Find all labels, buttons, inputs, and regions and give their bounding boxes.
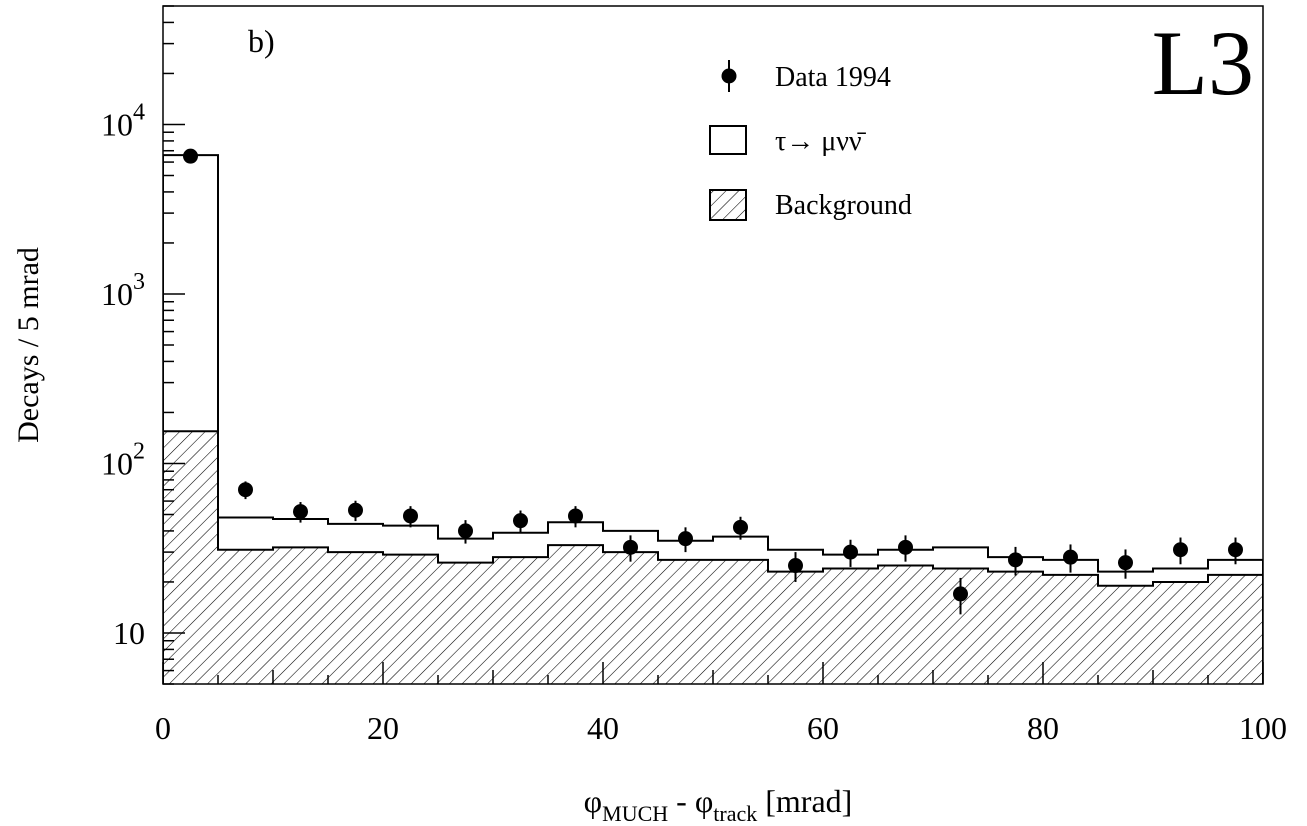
data-point: [843, 544, 858, 560]
x-tick-label: 0: [155, 710, 171, 746]
x-tick-label: 60: [807, 710, 839, 746]
panel-label: b): [248, 23, 275, 59]
background-bin: [658, 559, 713, 684]
data-point: [953, 586, 968, 602]
background-bin: [1043, 574, 1098, 684]
data-point: [1118, 555, 1133, 571]
x-tick-label: 20: [367, 710, 399, 746]
background-bin: [768, 571, 823, 684]
background-bin: [823, 568, 878, 684]
background-bin: [273, 547, 328, 684]
y-axis: 10 102 103 104: [101, 5, 185, 685]
background-histogram-outline: [163, 430, 1263, 684]
data-point: [183, 148, 198, 164]
background-bin: [713, 559, 768, 684]
data-point: [458, 523, 473, 539]
data-point: [1008, 552, 1023, 568]
x-label-unit: [mrad]: [765, 783, 852, 819]
legend-background-swatch: [709, 189, 747, 221]
x-label-phi2: φ: [695, 783, 713, 819]
legend-entry-signal: τ→ μνν̄: [709, 125, 867, 157]
y-axis-label: Decays / 5 mrad: [12, 247, 45, 443]
data-point: [238, 482, 253, 498]
x-label-sub1: MUCH: [602, 801, 668, 826]
data-point: [1063, 549, 1078, 565]
data-point: [788, 558, 803, 574]
background-bin: [383, 554, 438, 684]
legend-entry-data: Data 1994: [721, 60, 891, 93]
x-label-sub2: track: [713, 801, 757, 826]
y-tick-label: 103: [101, 269, 145, 312]
legend-label-data: Data 1994: [775, 62, 891, 93]
data-point: [733, 519, 748, 535]
data-point: [1173, 542, 1188, 558]
y-tick-label: 104: [101, 99, 145, 142]
background-bin: [438, 562, 493, 684]
signal-histogram-line: [163, 154, 1263, 684]
legend-signal-swatch: [709, 125, 747, 155]
histogram-layer: [163, 154, 1263, 684]
data-point: [898, 539, 913, 555]
x-label-dash: -: [676, 783, 687, 819]
background-bin: [1208, 574, 1263, 684]
x-tick-label: 80: [1027, 710, 1059, 746]
x-label-phi1: φ: [584, 783, 602, 819]
x-axis-label: φMUCH - φtrack [mrad]: [584, 783, 853, 826]
y-tick-label: 102: [101, 438, 145, 481]
background-bin: [218, 549, 273, 684]
background-bin: [163, 431, 218, 684]
x-tick-label: 100: [1239, 710, 1287, 746]
background-bin: [1098, 585, 1153, 684]
data-point: [293, 504, 308, 520]
background-bin: [603, 552, 658, 684]
background-bin: [548, 545, 603, 684]
data-point: [623, 539, 638, 555]
legend-data-marker: [721, 68, 737, 84]
legend-entry-background: Background: [709, 189, 912, 221]
x-axis: 0 20 40 60 80 100: [155, 662, 1287, 746]
data-point: [568, 508, 583, 524]
legend-label-signal: τ→ μνν̄: [775, 126, 867, 157]
background-bin: [1153, 581, 1208, 684]
x-tick-label: 40: [587, 710, 619, 746]
data-point: [348, 502, 363, 518]
data-point: [678, 531, 693, 547]
experiment-logo: L3: [1152, 12, 1254, 114]
background-bin: [493, 557, 548, 684]
data-points-layer: [183, 148, 1243, 615]
legend: Data 1994 τ→ μνν̄ Background: [709, 60, 912, 221]
data-point: [1228, 542, 1243, 558]
background-bin: [988, 571, 1043, 684]
data-point: [513, 513, 528, 529]
legend-label-background: Background: [775, 190, 912, 221]
background-bin: [328, 552, 383, 684]
background-bin: [878, 565, 933, 684]
data-point: [403, 508, 418, 524]
y-tick-label: 10: [113, 615, 145, 651]
